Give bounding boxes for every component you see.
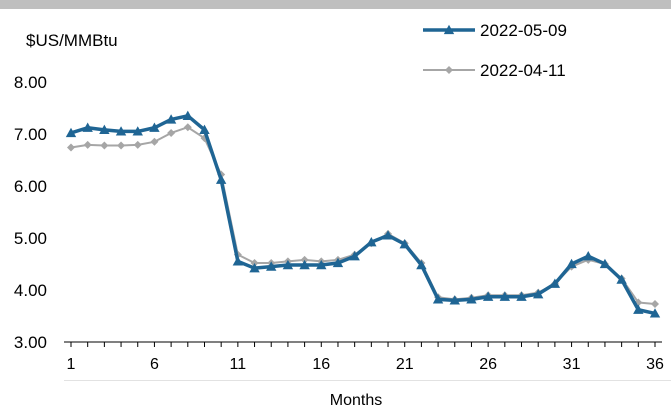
data-point-diamond	[183, 123, 192, 132]
data-point-triangle	[449, 295, 460, 305]
data-point-diamond	[117, 141, 126, 150]
x-tick-label: 31	[563, 356, 581, 373]
y-axis-label: $US/MMBtu	[26, 31, 118, 50]
legend-label: 2022-04-11	[480, 61, 566, 80]
data-point-triangle	[583, 251, 594, 261]
data-point-diamond	[133, 140, 142, 149]
data-point-triangle	[332, 257, 344, 268]
data-point-diamond	[250, 258, 259, 267]
legend: 2022-05-09 2022-04-11	[423, 21, 567, 80]
legend-item: 2022-05-09	[423, 21, 567, 40]
x-axis-label: Months	[330, 392, 382, 407]
data-point-triangle	[443, 24, 455, 35]
data-point-triangle	[533, 288, 544, 299]
data-point-triangle	[633, 304, 644, 314]
data-point-triangle	[566, 258, 577, 269]
data-point-triangle	[282, 259, 294, 270]
data-point-triangle	[132, 126, 143, 136]
data-point-triangle	[316, 259, 327, 270]
x-tick-label: 36	[646, 356, 664, 373]
bottom-divider	[64, 380, 671, 381]
data-point-triangle	[549, 278, 561, 288]
y-tick-label: 3.00	[14, 333, 47, 352]
y-tick-label: 4.00	[14, 281, 47, 300]
data-point-triangle	[266, 261, 277, 271]
data-point-diamond	[100, 141, 109, 150]
data-point-triangle	[349, 251, 360, 261]
data-point-diamond	[445, 66, 453, 74]
data-point-triangle	[82, 122, 93, 132]
data-point-triangle	[232, 256, 244, 266]
data-point-diamond	[651, 300, 659, 309]
x-tick-label: 6	[150, 356, 159, 373]
series-layer	[65, 110, 661, 318]
data-point-triangle	[649, 308, 661, 318]
data-point-triangle	[249, 262, 260, 273]
y-tick-label: 6.00	[14, 177, 47, 196]
data-point-triangle	[382, 230, 394, 240]
data-point-triangle	[482, 291, 494, 301]
top-band	[0, 0, 671, 9]
data-point-triangle	[99, 124, 110, 134]
data-point-triangle	[182, 110, 193, 120]
data-point-triangle	[215, 174, 227, 184]
data-point-triangle	[115, 126, 127, 136]
series-2022-05-09	[65, 110, 661, 318]
x-tick-label: 11	[230, 356, 247, 373]
y-tick-label: 5.00	[14, 229, 47, 248]
x-tick-label: 1	[67, 356, 76, 373]
y-tick-label: 8.00	[14, 73, 47, 92]
data-point-triangle	[299, 259, 310, 270]
data-point-diamond	[150, 137, 159, 146]
axes: 3.004.005.006.007.008.001 6 11 16 21 26 31 36	[14, 73, 664, 373]
data-point-triangle	[516, 291, 527, 301]
data-point-triangle	[432, 294, 444, 304]
data-point-triangle	[199, 124, 210, 134]
data-point-triangle	[165, 114, 177, 124]
data-point-triangle	[599, 258, 611, 269]
data-point-triangle	[366, 236, 377, 247]
data-point-triangle	[149, 122, 160, 132]
data-point-diamond	[83, 140, 92, 149]
data-point-triangle	[499, 291, 511, 301]
data-point-triangle	[616, 274, 627, 284]
legend-item: 2022-04-11	[423, 61, 566, 80]
data-point-triangle	[65, 127, 77, 138]
y-tick-label: 7.00	[14, 125, 47, 144]
series-line	[70, 126, 656, 306]
x-tick-label: 26	[479, 356, 497, 373]
data-point-triangle	[416, 259, 427, 270]
data-point-diamond	[167, 128, 176, 137]
series-line	[70, 114, 656, 316]
data-point-diamond	[67, 143, 75, 152]
data-point-triangle	[399, 239, 410, 249]
legend-label: 2022-05-09	[480, 21, 567, 40]
x-tick-label: 21	[396, 356, 414, 373]
data-point-triangle	[466, 294, 477, 304]
x-tick-label: 16	[312, 356, 330, 373]
series-2022-04-11	[67, 123, 659, 309]
